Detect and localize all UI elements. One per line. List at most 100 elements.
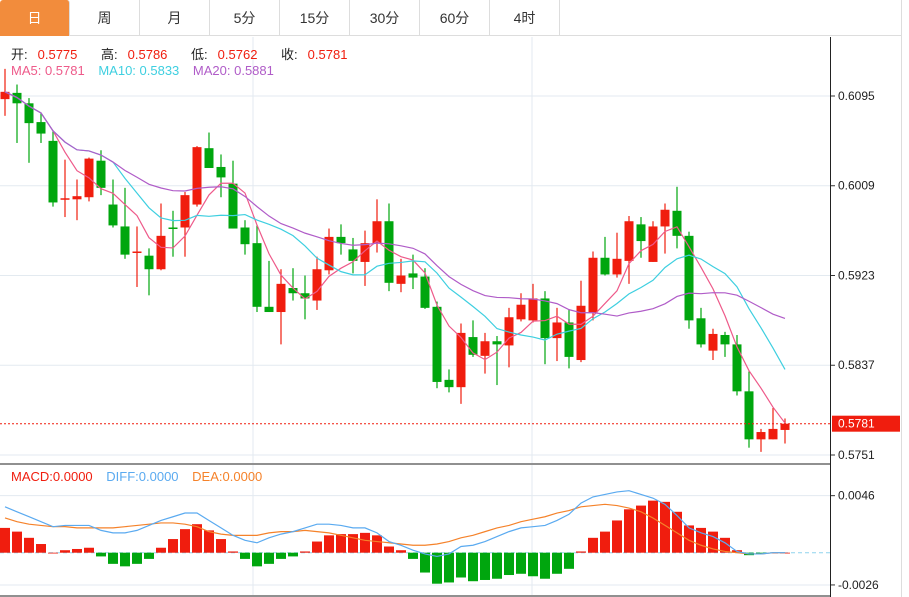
candle-body: [24, 103, 34, 124]
candle-body: [396, 275, 406, 284]
tab-week[interactable]: 周: [70, 0, 140, 36]
macd-bar: [576, 551, 586, 553]
candle-body: [708, 333, 718, 351]
diff-line: [4, 490, 785, 558]
candle-body: [348, 249, 358, 261]
macd-bar: [528, 552, 538, 577]
candle-body: [372, 221, 382, 244]
macd-bar: [336, 534, 346, 553]
macd-bar: [468, 552, 478, 582]
macd-bar: [480, 552, 490, 580]
candle-body: [780, 423, 790, 430]
candle-body: [516, 304, 526, 320]
ma5-legend: MA5: 0.5781: [11, 63, 85, 78]
candle-body: [660, 209, 670, 227]
macd-bar: [648, 500, 658, 553]
tab-60min[interactable]: 60分: [420, 0, 490, 36]
candle-body: [168, 227, 178, 229]
tab-day[interactable]: 日: [0, 0, 70, 36]
macd-bar: [540, 552, 550, 579]
ma5-line: [4, 91, 786, 424]
macd-bar: [756, 552, 766, 554]
high-label: 高:: [101, 47, 118, 62]
candle-body: [180, 195, 190, 228]
macd-legend-value: MACD:0.0000: [11, 469, 93, 484]
tab-30min[interactable]: 30分: [350, 0, 420, 36]
macd-bar: [144, 552, 154, 559]
macd-bar: [192, 524, 202, 553]
macd-bar: [612, 520, 622, 553]
candle-body: [480, 341, 490, 356]
candle-body: [672, 210, 682, 236]
macd-bar: [408, 552, 418, 559]
ma10-legend: MA10: 0.5833: [98, 63, 180, 78]
macd-bar: [588, 537, 598, 553]
candle-body: [456, 332, 466, 388]
candle-body: [132, 251, 142, 253]
close-label: 收:: [281, 47, 298, 62]
price-tick-label: 0.5837: [838, 358, 875, 372]
macd-bar: [552, 552, 562, 574]
candle-body: [492, 341, 502, 345]
candle-body: [72, 196, 82, 200]
macd-bar: [456, 552, 466, 578]
candle-body: [156, 235, 166, 270]
close-value: 0.5781: [307, 47, 348, 62]
candle-body: [576, 305, 586, 361]
dea-legend-value: DEA:0.0000: [192, 469, 263, 484]
candle-body: [264, 306, 274, 313]
candle-body: [0, 91, 10, 100]
candle-body: [696, 318, 706, 345]
candle-body: [144, 255, 154, 270]
macd-bar: [384, 546, 394, 553]
candle-body: [252, 243, 262, 307]
ohlc-legend: 开: 0.5775 高: 0.5786 低: 0.5762 收: 0.5781: [11, 44, 367, 63]
tab-15min[interactable]: 15分: [280, 0, 350, 36]
macd-bar: [276, 552, 286, 559]
tab-5min[interactable]: 5分: [210, 0, 280, 36]
candle-body: [48, 140, 58, 203]
candle-body: [612, 258, 622, 275]
period-tabs: 日 周 月 5分 15分 30分 60分 4时: [0, 0, 902, 36]
candle-body: [276, 283, 286, 313]
candle-body: [360, 243, 370, 262]
macd-bar: [696, 527, 706, 553]
candle-body: [216, 166, 226, 178]
macd-bar: [708, 531, 718, 553]
low-value: 0.5762: [217, 47, 258, 62]
candle-body: [540, 298, 550, 339]
candle-body: [96, 160, 106, 188]
macd-bar: [516, 552, 526, 574]
macd-bar: [660, 501, 670, 553]
macd-bar: [132, 552, 142, 564]
macd-bar: [120, 552, 130, 567]
candle-body: [720, 334, 730, 345]
candle-body: [432, 306, 442, 382]
candle-body: [60, 198, 70, 200]
tab-month[interactable]: 月: [140, 0, 210, 36]
candle-body: [768, 428, 778, 440]
macd-bar: [360, 532, 370, 553]
macd-bar: [24, 537, 34, 553]
candle-body: [300, 293, 310, 299]
macd-bar: [48, 552, 58, 554]
candle-body: [336, 236, 346, 244]
chart-frame: [0, 36, 902, 597]
macd-legend: MACD:0.0000 DIFF:0.0000 DEA:0.0000: [11, 469, 272, 484]
ma20-line: [4, 91, 786, 320]
macd-bar: [252, 552, 262, 567]
candle-body: [324, 236, 334, 271]
candle-body: [312, 269, 322, 301]
macd-bar: [216, 539, 226, 553]
macd-bar: [12, 531, 22, 553]
macd-bar: [624, 509, 634, 553]
candle-body: [36, 122, 46, 134]
candle-body: [420, 276, 430, 308]
ma20-legend: MA20: 0.5881: [192, 63, 274, 78]
macd-bar: [600, 531, 610, 553]
candle-body: [384, 221, 394, 283]
tab-4hour[interactable]: 4时: [490, 0, 560, 36]
candle-body: [588, 257, 598, 314]
candle-body: [468, 337, 478, 355]
